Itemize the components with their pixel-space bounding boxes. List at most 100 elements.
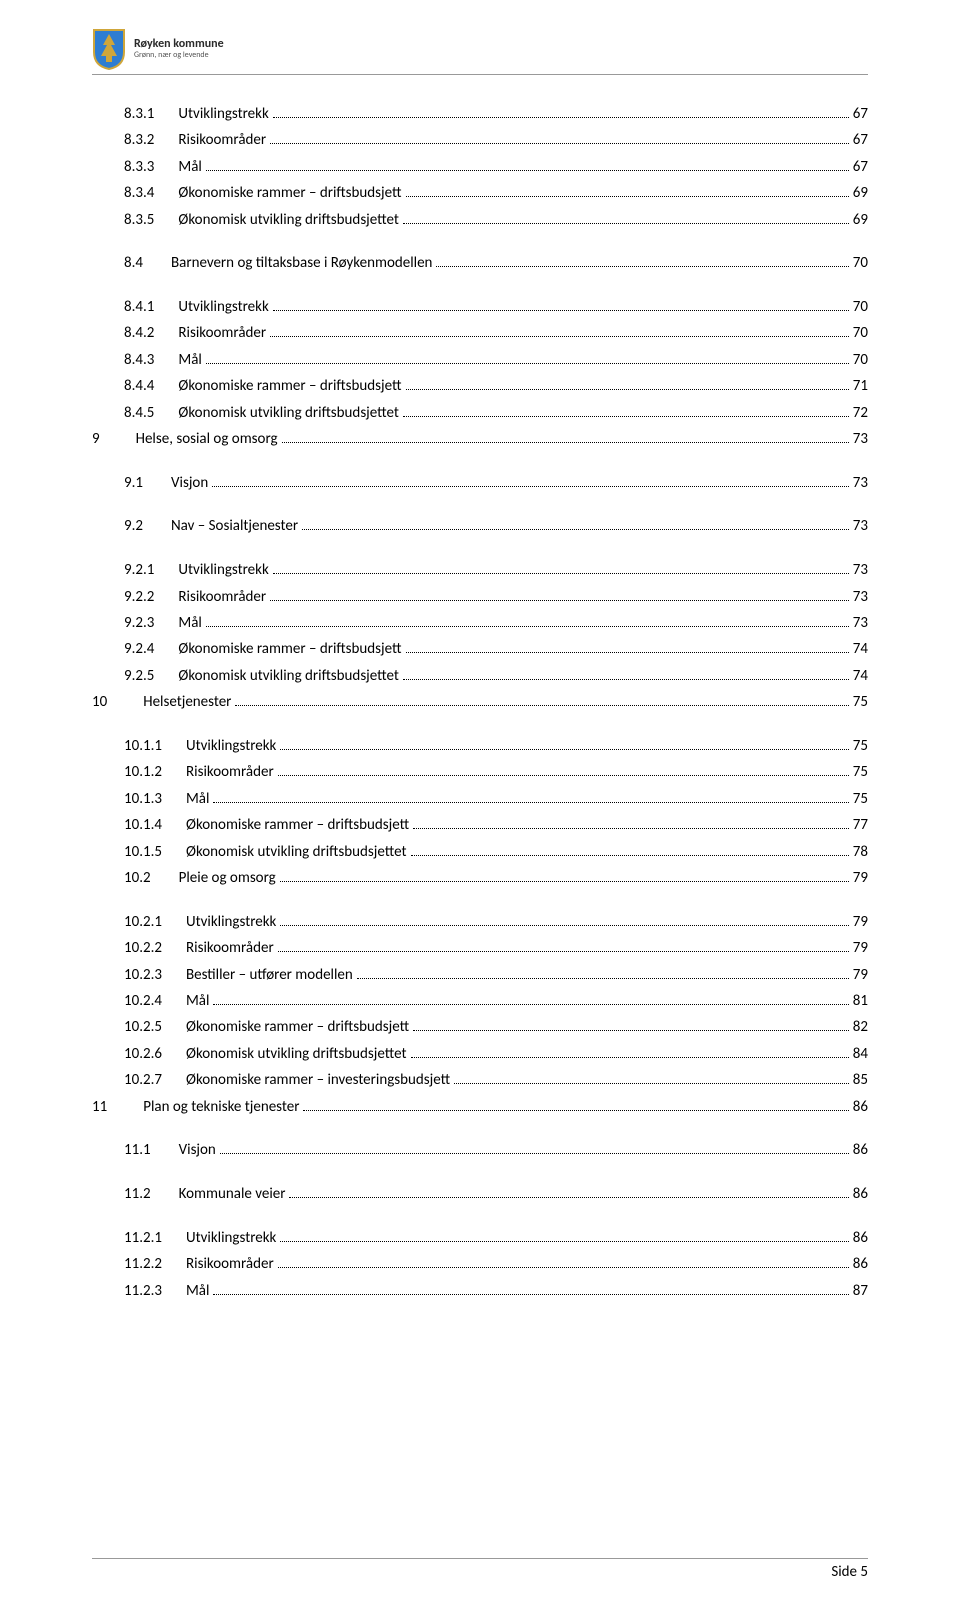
toc-title: Risikoområder xyxy=(178,586,266,609)
toc-leader-dots xyxy=(206,354,849,364)
toc-number: 8.4.2 xyxy=(124,322,154,345)
toc-number: 8.3.3 xyxy=(124,156,154,179)
toc-page: 79 xyxy=(853,964,868,987)
toc-number: 8.4.3 xyxy=(124,349,154,372)
toc-entry: 11.2.1 Utviklingstrekk 86 xyxy=(92,1227,868,1250)
toc-title: Økonomiske rammer – driftsbudsjett xyxy=(178,182,401,205)
toc-page: 79 xyxy=(853,867,868,890)
toc-entry: 8.3.2Risikoområder 67 xyxy=(92,129,868,152)
toc-page: 73 xyxy=(853,428,868,451)
toc-entry: 11.2Kommunale veier 86 xyxy=(92,1183,868,1206)
toc-number: 11.2.1 xyxy=(124,1227,162,1250)
toc-page: 67 xyxy=(853,103,868,126)
toc-title: Mål xyxy=(186,1280,209,1303)
toc-number: 10.2.5 xyxy=(124,1016,162,1039)
toc-leader-dots xyxy=(206,617,849,627)
toc-leader-dots xyxy=(235,697,848,707)
toc-title: Økonomisk utvikling driftsbudsjettet xyxy=(186,841,407,864)
toc-number: 9.1 xyxy=(124,472,143,495)
org-tagline: Grønn, nær og levende xyxy=(134,51,224,60)
toc-leader-dots xyxy=(282,433,849,443)
toc-page: 72 xyxy=(853,402,868,425)
toc-leader-dots xyxy=(303,1101,848,1111)
toc-number: 9.2.4 xyxy=(124,638,154,661)
toc-number: 10.1.3 xyxy=(124,788,162,811)
toc-number: 8.3.1 xyxy=(124,103,154,126)
toc-leader-dots xyxy=(273,108,849,118)
toc-title: Utviklingstrekk xyxy=(186,1227,276,1250)
toc-page: 87 xyxy=(853,1280,868,1303)
toc-page: 67 xyxy=(853,129,868,152)
toc-leader-dots xyxy=(406,188,849,198)
toc-title: Økonomisk utvikling driftsbudsjettet xyxy=(186,1043,407,1066)
toc-leader-dots xyxy=(436,258,848,268)
toc-page: 70 xyxy=(853,349,868,372)
toc-entry: 11.2.3 Mål 87 xyxy=(92,1280,868,1303)
toc-number: 10.2.7 xyxy=(124,1069,162,1092)
toc-title: Utviklingstrekk xyxy=(178,103,268,126)
toc-page: 79 xyxy=(853,937,868,960)
toc-page: 75 xyxy=(853,735,868,758)
toc-title: Helse, sosial og omsorg xyxy=(136,428,278,451)
toc-page: 86 xyxy=(853,1227,868,1250)
toc-leader-dots xyxy=(406,381,849,391)
toc-page: 70 xyxy=(853,322,868,345)
toc-number: 11.2 xyxy=(124,1183,151,1206)
toc-entry: 10.2.3Bestiller – utfører modellen 79 xyxy=(92,964,868,987)
toc-number: 9.2 xyxy=(124,515,143,538)
toc-number: 8.4.5 xyxy=(124,402,154,425)
toc-number: 9.2.5 xyxy=(124,665,154,688)
toc-entry: 8.3.1 Utviklingstrekk 67 xyxy=(92,103,868,126)
toc-page: 86 xyxy=(853,1096,868,1119)
toc-number: 9 xyxy=(92,428,100,451)
toc-leader-dots xyxy=(270,135,849,145)
toc-gap xyxy=(92,718,868,732)
toc-number: 9.2.2 xyxy=(124,586,154,609)
toc-title: Visjon xyxy=(171,472,208,495)
toc-gap xyxy=(92,498,868,512)
toc-entry: 8.3.3Mål 67 xyxy=(92,156,868,179)
toc-entry: 10.1.1Utviklingstrekk 75 xyxy=(92,735,868,758)
toc-title: Risikoområder xyxy=(186,761,274,784)
toc-leader-dots xyxy=(270,591,849,601)
toc-entry: 10.2.2Risikoområder 79 xyxy=(92,937,868,960)
toc-page: 70 xyxy=(853,296,868,319)
toc-page: 81 xyxy=(853,990,868,1013)
toc-leader-dots xyxy=(213,995,848,1005)
toc-leader-dots xyxy=(413,819,849,829)
toc-title: Økonomiske rammer – driftsbudsjett xyxy=(178,375,401,398)
toc-entry: 9.1 Visjon 73 xyxy=(92,472,868,495)
toc-title: Økonomiske rammer – investeringsbudsjett xyxy=(186,1069,450,1092)
toc-title: Bestiller – utfører modellen xyxy=(186,964,353,987)
toc-leader-dots xyxy=(454,1075,849,1085)
org-text-block: Røyken kommune Grønn, nær og levende xyxy=(134,38,224,60)
toc-number: 10.2.1 xyxy=(124,911,162,934)
toc-page: 73 xyxy=(853,472,868,495)
toc-entry: 11.1Visjon 86 xyxy=(92,1139,868,1162)
toc-page: 75 xyxy=(853,691,868,714)
toc-number: 10.2.2 xyxy=(124,937,162,960)
toc-number: 9.2.3 xyxy=(124,612,154,635)
toc-page: 86 xyxy=(853,1139,868,1162)
toc-gap xyxy=(92,1209,868,1223)
toc-title: Mål xyxy=(186,788,209,811)
toc-title: Utviklingstrekk xyxy=(186,911,276,934)
toc-title: Risikoområder xyxy=(186,1253,274,1276)
toc-gap xyxy=(92,1122,868,1136)
toc-title: Økonomiske rammer – driftsbudsjett xyxy=(186,1016,409,1039)
toc-leader-dots xyxy=(212,477,849,487)
toc-entry: 10.1.5Økonomisk utvikling driftsbudsjett… xyxy=(92,841,868,864)
toc-number: 8.4.1 xyxy=(124,296,154,319)
toc-title: Utviklingstrekk xyxy=(186,735,276,758)
toc-title: Mål xyxy=(178,612,201,635)
page-footer: Side 5 xyxy=(92,1558,868,1581)
toc-number: 9.2.1 xyxy=(124,559,154,582)
toc-entry: 8.4.2Risikoområder 70 xyxy=(92,322,868,345)
toc-entry: 8.4Barnevern og tiltaksbase i Røykenmode… xyxy=(92,252,868,275)
toc-title: Barnevern og tiltaksbase i Røykenmodelle… xyxy=(171,252,432,275)
toc-number: 11.2.3 xyxy=(124,1280,162,1303)
toc-entry: 10.2.7 Økonomiske rammer – investeringsbu… xyxy=(92,1069,868,1092)
page-number-label: Side 5 xyxy=(831,1563,868,1581)
toc-leader-dots xyxy=(280,916,848,926)
toc-number: 11.1 xyxy=(124,1139,151,1162)
